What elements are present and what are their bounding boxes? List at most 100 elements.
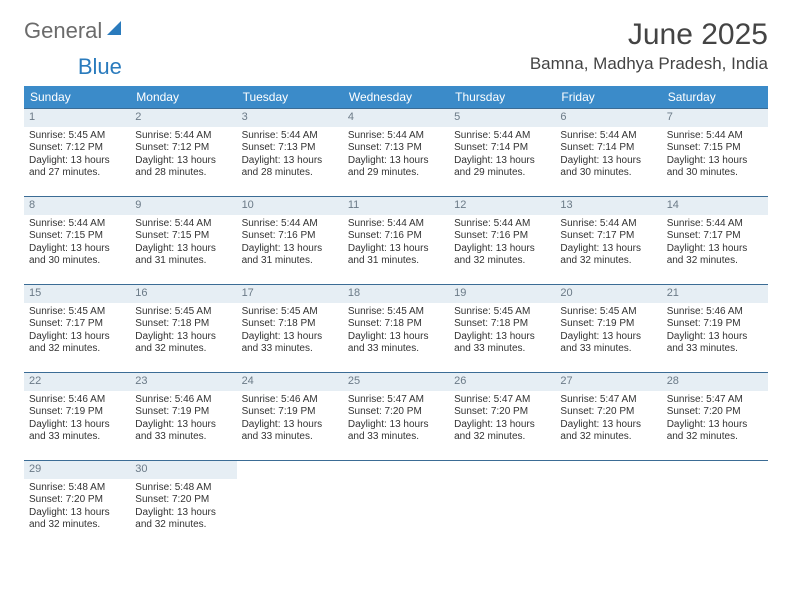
day-day2: and 32 minutes.: [560, 255, 656, 268]
day-number: 9: [130, 197, 236, 215]
day-day2: and 32 minutes.: [135, 343, 231, 356]
calendar-empty-cell: [662, 461, 768, 549]
calendar-week-row: 22Sunrise: 5:46 AMSunset: 7:19 PMDayligh…: [24, 373, 768, 461]
calendar-day-cell: 8Sunrise: 5:44 AMSunset: 7:15 PMDaylight…: [24, 197, 130, 285]
calendar-day-cell: 14 Sunrise: 5:44 AMSunset: 7:17 PMDayligh…: [662, 197, 768, 285]
day-sunrise: Sunrise: 5:46 AM: [667, 306, 763, 319]
day-sunset: Sunset: 7:19 PM: [667, 318, 763, 331]
day-number: 17: [237, 285, 343, 303]
day-day1: Daylight: 13 hours: [560, 419, 656, 432]
day-day2: and 32 minutes.: [667, 431, 763, 444]
day-sunrise: Sunrise: 5:48 AM: [135, 482, 231, 495]
day-sunset: Sunset: 7:17 PM: [29, 318, 125, 331]
day-day2: and 28 minutes.: [242, 167, 338, 180]
calendar-day-cell: 9Sunrise: 5:44 AMSunset: 7:15 PMDaylight…: [130, 197, 236, 285]
day-sunrise: Sunrise: 5:45 AM: [135, 306, 231, 319]
day-number: 14: [662, 197, 768, 215]
day-day1: Daylight: 13 hours: [29, 155, 125, 168]
day-sunrise: Sunrise: 5:47 AM: [454, 394, 550, 407]
day-sunrise: Sunrise: 5:48 AM: [29, 482, 125, 495]
day-day1: Daylight: 13 hours: [454, 331, 550, 344]
day-sunrise: Sunrise: 5:45 AM: [348, 306, 444, 319]
day-sunset: Sunset: 7:17 PM: [560, 230, 656, 243]
day-day2: and 31 minutes.: [242, 255, 338, 268]
day-sunset: Sunset: 7:19 PM: [135, 406, 231, 419]
day-number: 3: [237, 109, 343, 127]
calendar-day-cell: 16Sunrise: 5:45 AMSunset: 7:18 PMDayligh…: [130, 285, 236, 373]
day-sunrise: Sunrise: 5:47 AM: [667, 394, 763, 407]
weekday-header: Saturday: [662, 86, 768, 109]
calendar-day-cell: 10Sunrise: 5:44 AMSunset: 7:16 PMDayligh…: [237, 197, 343, 285]
day-sunset: Sunset: 7:12 PM: [29, 142, 125, 155]
calendar-empty-cell: [343, 461, 449, 549]
logo-triangle-icon: [107, 21, 121, 35]
day-day1: Daylight: 13 hours: [348, 243, 444, 256]
day-number: 24: [237, 373, 343, 391]
day-number: 26: [449, 373, 555, 391]
day-sunset: Sunset: 7:17 PM: [667, 230, 763, 243]
day-day1: Daylight: 13 hours: [135, 507, 231, 520]
day-day1: Daylight: 13 hours: [29, 331, 125, 344]
weekday-header: Thursday: [449, 86, 555, 109]
logo-text-1: General: [24, 18, 102, 44]
calendar-day-cell: 24 Sunrise: 5:46 AMSunset: 7:19 PMDayligh…: [237, 373, 343, 461]
calendar-day-cell: 21Sunrise: 5:46 AMSunset: 7:19 PMDayligh…: [662, 285, 768, 373]
calendar-body: 1Sunrise: 5:45 AMSunset: 7:12 PMDaylight…: [24, 109, 768, 549]
day-day1: Daylight: 13 hours: [454, 155, 550, 168]
day-sunrise: Sunrise: 5:44 AM: [242, 130, 338, 143]
day-sunset: Sunset: 7:13 PM: [348, 142, 444, 155]
day-number: 2: [130, 109, 236, 127]
day-sunset: Sunset: 7:19 PM: [560, 318, 656, 331]
day-day2: and 33 minutes.: [454, 343, 550, 356]
day-day1: Daylight: 13 hours: [242, 331, 338, 344]
day-day1: Daylight: 13 hours: [348, 155, 444, 168]
calendar-week-row: 15Sunrise: 5:45 AMSunset: 7:17 PMDayligh…: [24, 285, 768, 373]
day-sunrise: Sunrise: 5:44 AM: [667, 218, 763, 231]
day-day2: and 28 minutes.: [135, 167, 231, 180]
calendar-day-cell: 6Sunrise: 5:44 AMSunset: 7:14 PMDaylight…: [555, 109, 661, 197]
day-sunset: Sunset: 7:20 PM: [135, 494, 231, 507]
day-day1: Daylight: 13 hours: [560, 155, 656, 168]
day-day1: Daylight: 13 hours: [667, 243, 763, 256]
calendar-day-cell: 15Sunrise: 5:45 AMSunset: 7:17 PMDayligh…: [24, 285, 130, 373]
day-day2: and 32 minutes.: [454, 431, 550, 444]
calendar-day-cell: 26Sunrise: 5:47 AMSunset: 7:20 PMDayligh…: [449, 373, 555, 461]
day-day1: Daylight: 13 hours: [454, 419, 550, 432]
day-sunset: Sunset: 7:18 PM: [135, 318, 231, 331]
weekday-header: Tuesday: [237, 86, 343, 109]
calendar-empty-cell: [555, 461, 661, 549]
day-day1: Daylight: 13 hours: [667, 155, 763, 168]
day-number: 18: [343, 285, 449, 303]
day-number: 15: [24, 285, 130, 303]
day-day1: Daylight: 13 hours: [454, 243, 550, 256]
calendar-day-cell: 11Sunrise: 5:44 AMSunset: 7:16 PMDayligh…: [343, 197, 449, 285]
day-day2: and 32 minutes.: [667, 255, 763, 268]
day-day1: Daylight: 13 hours: [135, 331, 231, 344]
calendar-day-cell: 28Sunrise: 5:47 AMSunset: 7:20 PMDayligh…: [662, 373, 768, 461]
calendar-day-cell: 7Sunrise: 5:44 AMSunset: 7:15 PMDaylight…: [662, 109, 768, 197]
day-day1: Daylight: 13 hours: [242, 419, 338, 432]
day-sunset: Sunset: 7:18 PM: [242, 318, 338, 331]
day-sunset: Sunset: 7:16 PM: [348, 230, 444, 243]
day-number: 1: [24, 109, 130, 127]
day-number: 25: [343, 373, 449, 391]
day-day2: and 29 minutes.: [348, 167, 444, 180]
day-sunrise: Sunrise: 5:45 AM: [454, 306, 550, 319]
day-sunrise: Sunrise: 5:44 AM: [135, 218, 231, 231]
calendar-empty-cell: [449, 461, 555, 549]
day-number: 12: [449, 197, 555, 215]
day-sunrise: Sunrise: 5:46 AM: [242, 394, 338, 407]
day-sunrise: Sunrise: 5:47 AM: [348, 394, 444, 407]
day-number: 10: [237, 197, 343, 215]
day-sunset: Sunset: 7:19 PM: [242, 406, 338, 419]
day-sunrise: Sunrise: 5:45 AM: [29, 130, 125, 143]
day-day2: and 33 minutes.: [560, 343, 656, 356]
title-block: June 2025 Bamna, Madhya Pradesh, India: [530, 18, 768, 74]
day-number: 23: [130, 373, 236, 391]
calendar-day-cell: 2Sunrise: 5:44 AMSunset: 7:12 PMDaylight…: [130, 109, 236, 197]
day-day2: and 33 minutes.: [135, 431, 231, 444]
calendar-day-cell: 29Sunrise: 5:48 AMSunset: 7:20 PMDayligh…: [24, 461, 130, 549]
day-day1: Daylight: 13 hours: [667, 331, 763, 344]
day-day2: and 30 minutes.: [560, 167, 656, 180]
day-sunset: Sunset: 7:18 PM: [454, 318, 550, 331]
